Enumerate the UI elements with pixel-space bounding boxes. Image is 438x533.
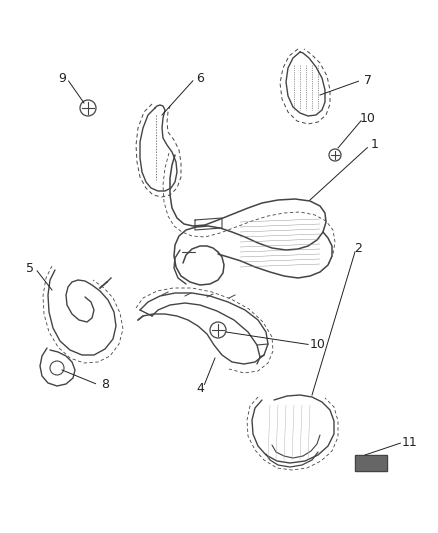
Text: 9: 9 <box>58 71 66 85</box>
Text: 2: 2 <box>354 241 362 254</box>
Text: 8: 8 <box>101 378 109 392</box>
Text: 11: 11 <box>402 435 418 448</box>
Text: 10: 10 <box>310 338 326 351</box>
Text: 7: 7 <box>364 74 372 86</box>
Text: 1: 1 <box>371 139 379 151</box>
Bar <box>355 455 387 471</box>
Text: 6: 6 <box>196 71 204 85</box>
Polygon shape <box>355 455 387 471</box>
Text: 4: 4 <box>196 382 204 394</box>
Text: 5: 5 <box>26 262 34 274</box>
Text: 10: 10 <box>360 111 376 125</box>
